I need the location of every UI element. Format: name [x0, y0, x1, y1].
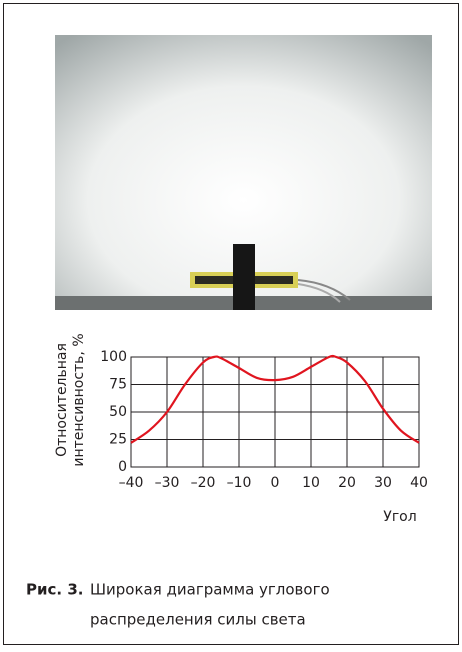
- y-tick-label: 100: [100, 349, 127, 365]
- x-tick-label: –20: [191, 475, 216, 491]
- x-tick-label: 40: [410, 475, 428, 491]
- y-tick-label: 0: [118, 459, 127, 475]
- y-axis-label: Относительная: [54, 343, 70, 457]
- figure: 0 25 50 75 100 –40 –30 –20 –10 0 10 20 30 40 Относител…: [0, 0, 462, 648]
- x-axis-label: Угол: [383, 509, 416, 525]
- x-tick-label: –30: [155, 475, 180, 491]
- y-axis-label: интенсивность, %: [71, 333, 87, 466]
- x-tick-label: 30: [374, 475, 392, 491]
- chart: 0 25 50 75 100 –40 –30 –20 –10 0 10 20 30 40 Относител…: [54, 333, 428, 525]
- caption-label: Рис. 3.: [26, 581, 83, 599]
- x-tick-label: 20: [338, 475, 356, 491]
- x-tick-label: 10: [302, 475, 320, 491]
- y-tick-label: 25: [109, 432, 127, 448]
- x-tick-label: –10: [227, 475, 252, 491]
- x-tick-label: –40: [119, 475, 144, 491]
- photo: [55, 35, 432, 310]
- caption-line: Широкая диаграмма углового: [90, 581, 330, 599]
- caption-line: распределения силы света: [90, 611, 306, 629]
- y-tick-label: 50: [109, 404, 127, 420]
- x-tick-label: 0: [271, 475, 280, 491]
- y-tick-label: 75: [109, 377, 127, 393]
- page: 0 25 50 75 100 –40 –30 –20 –10 0 10 20 30 40 Относител…: [0, 0, 462, 648]
